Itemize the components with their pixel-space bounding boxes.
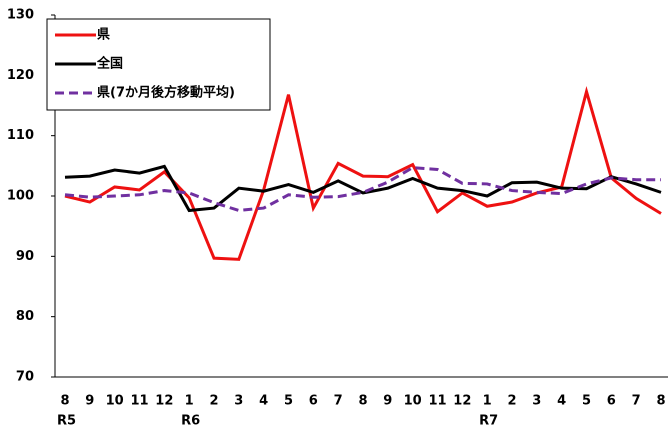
x-tick-label: 12: [453, 394, 471, 409]
x-tick-label: 11: [130, 394, 148, 409]
year-label: R5: [57, 414, 76, 429]
x-tick-label: 4: [557, 394, 566, 409]
x-tick-label: 1: [483, 394, 492, 409]
x-tick-label: 1: [185, 394, 194, 409]
x-tick-label: 9: [383, 394, 392, 409]
legend-label: 県: [97, 28, 110, 43]
x-tick-label: 5: [284, 394, 293, 409]
x-tick-label: 3: [234, 394, 243, 409]
x-tick-label: 3: [532, 394, 541, 409]
year-label: R7: [479, 414, 498, 429]
x-tick-label: 10: [404, 394, 422, 409]
x-tick-label: 9: [85, 394, 94, 409]
x-tick-label: 10: [106, 394, 124, 409]
y-tick-label: 120: [7, 68, 34, 83]
x-tick-label: 8: [656, 394, 665, 409]
x-tick-label: 2: [209, 394, 218, 409]
y-tick-label: 80: [16, 309, 34, 324]
legend-label: 全国: [96, 56, 123, 72]
x-tick-label: 5: [582, 394, 591, 409]
x-tick-label: 8: [358, 394, 367, 409]
x-tick-label: 7: [334, 394, 343, 409]
series-line: [64, 164, 662, 213]
x-tick-label: 4: [259, 394, 268, 409]
x-tick-label: 8: [60, 394, 69, 409]
legend-label: 県(7か月後方移動平均): [97, 85, 235, 101]
y-tick-label: 130: [7, 8, 34, 23]
y-tick-label: 100: [7, 189, 34, 204]
y-tick-label: 110: [7, 128, 34, 143]
x-tick-label: 11: [428, 394, 446, 409]
x-tick-label: 2: [507, 394, 516, 409]
y-tick-label: 90: [16, 249, 34, 264]
x-tick-label: 12: [155, 394, 173, 409]
series-line: [64, 166, 661, 213]
x-tick-label: 6: [309, 394, 318, 409]
series-line: [64, 85, 662, 261]
x-tick-label: 7: [632, 394, 641, 409]
y-tick-label: 70: [16, 370, 34, 385]
year-label: R6: [181, 414, 200, 429]
x-tick-label: 6: [607, 394, 616, 409]
